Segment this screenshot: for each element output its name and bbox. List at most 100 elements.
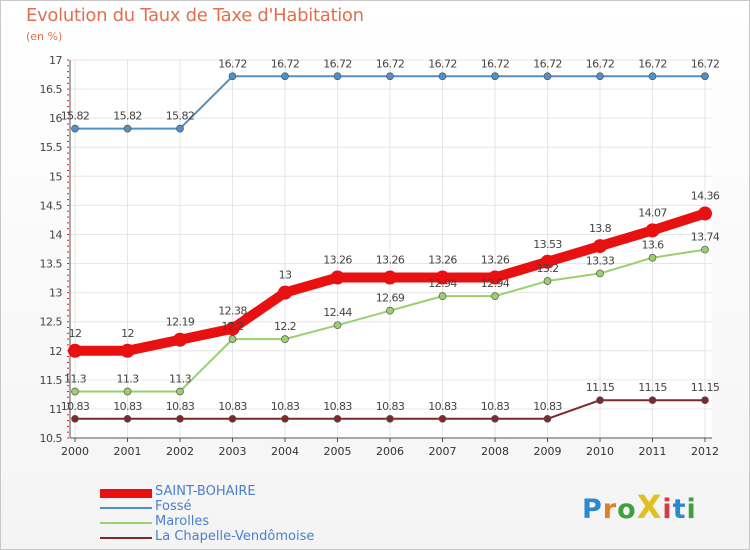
data-label: 12.94 [428,277,457,290]
data-point [176,387,184,396]
line-chart: 10.5 11 11.5 12 12.5 13 13.5 14 14.5 15 15.5 16 16.5… [40,54,721,458]
y-tick-label: 13.5 [40,258,63,271]
logo-letter: r [602,494,618,525]
data-point [386,72,394,81]
data-point [176,414,184,423]
data-point [543,72,552,81]
legend-swatch-fosse [100,507,152,509]
chart-subtitle: (en %) [26,30,63,43]
data-label: 13.26 [323,253,352,266]
data-point [71,124,79,133]
logo-letter: i [686,494,697,525]
data-label: 13.8 [589,222,612,235]
data-label: 12 [121,327,134,340]
data-label: 12.2 [274,320,296,333]
data-point [543,414,552,423]
data-label: 11.15 [586,381,615,394]
data-point [225,321,240,336]
data-point [281,335,289,343]
y-tick-label: 17 [49,54,62,67]
data-label: 10.83 [533,400,562,413]
data-label: 16.72 [533,57,562,70]
data-label: 16.72 [481,57,510,70]
y-tick-label: 13 [49,287,62,300]
logo-letter: t [672,494,687,525]
data-label: 13.74 [691,231,720,244]
data-point [173,332,187,347]
y-tick-label: 14.5 [40,199,63,212]
data-label: 10.83 [218,400,247,413]
data-point [330,270,345,285]
y-tick-label: 10.5 [40,432,63,445]
data-point [648,396,657,405]
proxiti-logo: ProXiti [582,488,697,526]
data-point [488,270,502,285]
data-point [701,396,709,405]
y-tick-label: 12 [49,345,62,358]
data-label: 12.69 [376,292,405,305]
x-tick-label: 2003 [219,445,247,458]
y-tick-label: 11.5 [40,374,63,387]
data-point [386,414,394,423]
data-point [333,414,342,423]
data-point [648,72,657,81]
y-tick-label: 14 [49,228,62,241]
data-label: 12.19 [166,316,195,329]
data-point [383,270,397,285]
y-tick-label: 12.5 [40,316,63,329]
x-tick-label: 2012 [691,445,719,458]
data-label: 10.83 [428,400,457,413]
data-point [701,245,709,254]
data-label: 11.15 [691,381,720,394]
data-label: 13.26 [376,253,405,266]
data-point [596,269,604,278]
data-label: 10.83 [113,400,142,413]
data-label: 10.83 [271,400,300,413]
data-label: 16.72 [271,57,300,70]
data-point [701,72,709,81]
data-label: 16.72 [323,57,352,70]
x-tick-label: 2000 [61,445,89,458]
data-point [593,239,607,254]
chart-title: Evolution du Taux de Taxe d'Habitation [26,5,364,26]
legend-label: Marolles [155,514,210,529]
data-label: 12.2 [221,320,243,333]
data-point [71,414,79,423]
x-tick-label: 2006 [376,445,404,458]
data-point [228,414,237,423]
y-tick-label: 16 [49,112,62,125]
legend-label: SAINT-BOHAIRE [155,484,256,499]
legend-label: La Chapelle-Vendômoise [155,529,315,544]
data-label: 16.72 [586,57,615,70]
data-point [278,285,292,300]
data-point [438,72,447,81]
data-label: 12.94 [481,277,510,290]
data-label: 10.83 [166,400,195,413]
data-label: 11.15 [638,381,667,394]
data-point [281,72,289,81]
data-label: 14.36 [691,190,720,203]
data-label: 14.07 [638,206,667,219]
data-point [540,254,555,269]
data-label: 10.83 [481,400,510,413]
x-tick-label: 2005 [324,445,352,458]
data-label: 13.26 [428,253,457,266]
data-point [123,124,132,133]
data-label: 13.33 [586,254,615,267]
legend-label: Fossé [155,499,192,514]
data-point [68,343,82,358]
x-tick-label: 2001 [114,445,142,458]
data-point [123,387,132,396]
x-tick-label: 2002 [166,445,194,458]
data-label: 13.53 [533,238,562,251]
data-point [333,72,342,81]
data-point [435,270,450,285]
data-point [491,292,499,300]
data-label: 12 [69,327,82,340]
legend-swatch-marolles [100,522,152,524]
data-point [228,72,237,81]
data-label: 15.82 [61,110,90,123]
logo-letter: P [582,494,603,525]
data-label: 10.83 [61,400,90,413]
data-label: 16.72 [218,57,247,70]
